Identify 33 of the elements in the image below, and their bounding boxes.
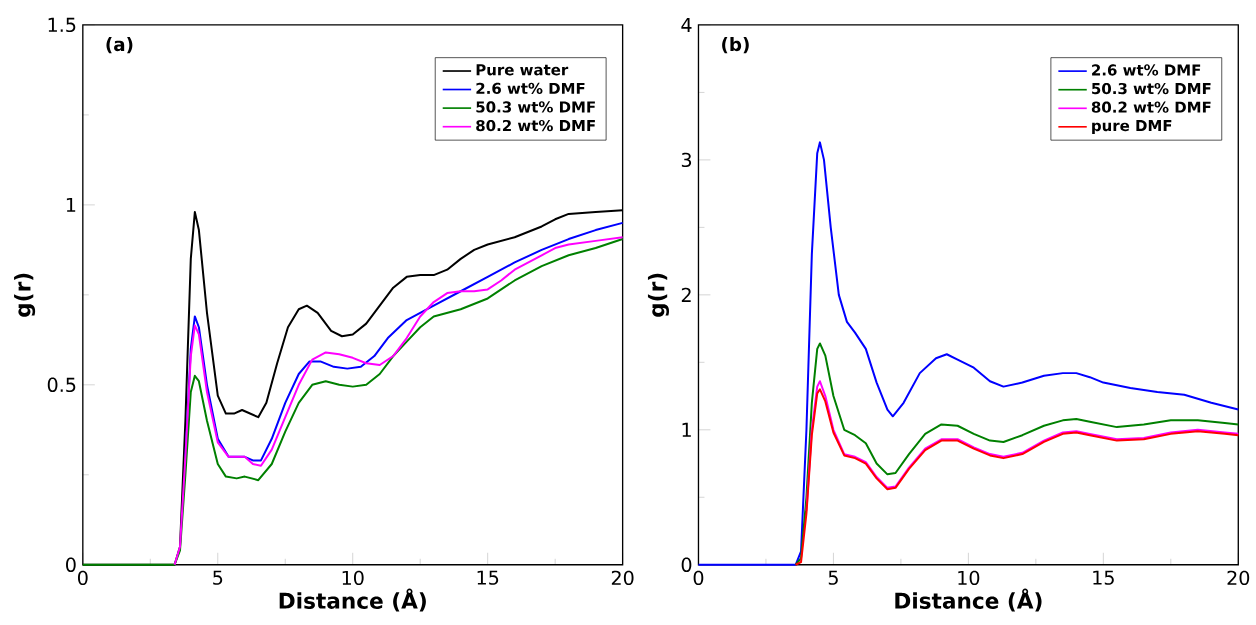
x-tick-label: 0 <box>78 570 88 586</box>
legend-label: 50.3 wt% DMF <box>476 101 595 113</box>
y-tick-label: 2 <box>681 287 691 303</box>
y-tick-label: 1 <box>66 198 76 213</box>
y-tick-label: 0 <box>681 557 692 573</box>
x-tick-label: 5 <box>828 570 838 586</box>
x-tick-label: 0 <box>693 570 704 586</box>
x-tick-label: 15 <box>477 570 499 586</box>
y-tick-label: 0 <box>66 557 76 573</box>
x-tick-label: 20 <box>1227 570 1250 586</box>
x-tick-label: 15 <box>1093 570 1114 586</box>
y-tick-label: 1 <box>682 423 691 437</box>
x-tick-label: 10 <box>342 570 364 586</box>
y-tick-label: 0.5 <box>47 377 76 393</box>
legend-label: 80.2 wt% DMF <box>476 120 595 132</box>
x-tick-label: 5 <box>213 570 223 586</box>
legend-label: 50.3 wt% DMF <box>1092 83 1211 95</box>
y-tick-label: 4 <box>681 18 692 33</box>
y-tick-label: 3 <box>681 152 692 168</box>
legend-label: 80.2 wt% DMF <box>1091 101 1211 114</box>
x-tick-label: 20 <box>611 570 634 586</box>
text: (a) <box>106 37 133 54</box>
x-tick-label: 10 <box>958 570 980 586</box>
y-axis-title: g(r) <box>14 273 36 318</box>
legend-label: Pure water <box>476 64 569 76</box>
y-tick-label: 1.5 <box>48 18 76 33</box>
legend-label: 2.6 wt% DMF <box>476 82 585 95</box>
x-axis-title: Distance (Å) <box>279 588 426 612</box>
legend-label: pure DMF <box>1092 120 1172 135</box>
x-axis-title: Distance (Å) <box>895 588 1042 612</box>
text: (b) <box>722 37 749 54</box>
legend-label: 2.6 wt% DMF <box>1092 64 1201 76</box>
y-axis-title: g(r) <box>647 273 670 318</box>
